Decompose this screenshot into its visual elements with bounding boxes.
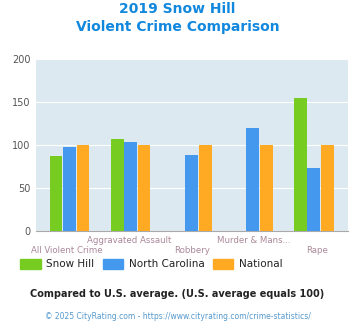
Bar [199,145,212,231]
Text: Aggravated Assault: Aggravated Assault [87,236,171,245]
Bar [138,145,151,231]
Bar [307,168,320,231]
Text: Violent Crime Comparison: Violent Crime Comparison [76,20,279,34]
Bar [77,145,89,231]
Bar [294,98,307,231]
Text: © 2025 CityRating.com - https://www.cityrating.com/crime-statistics/: © 2025 CityRating.com - https://www.city… [45,312,310,321]
Bar [185,155,198,231]
Bar [50,156,62,231]
Bar [124,142,137,231]
Text: All Violent Crime: All Violent Crime [31,246,103,255]
Text: 2019 Snow Hill: 2019 Snow Hill [119,2,236,16]
Text: Rape: Rape [306,246,328,255]
Bar [260,145,273,231]
Bar [321,145,334,231]
Bar [246,128,259,231]
Legend: Snow Hill, North Carolina, National: Snow Hill, North Carolina, National [16,254,286,273]
Text: Murder & Mans...: Murder & Mans... [217,236,291,245]
Text: Compared to U.S. average. (U.S. average equals 100): Compared to U.S. average. (U.S. average … [31,289,324,299]
Bar [111,139,124,231]
Bar [63,147,76,231]
Text: Robbery: Robbery [174,246,210,255]
